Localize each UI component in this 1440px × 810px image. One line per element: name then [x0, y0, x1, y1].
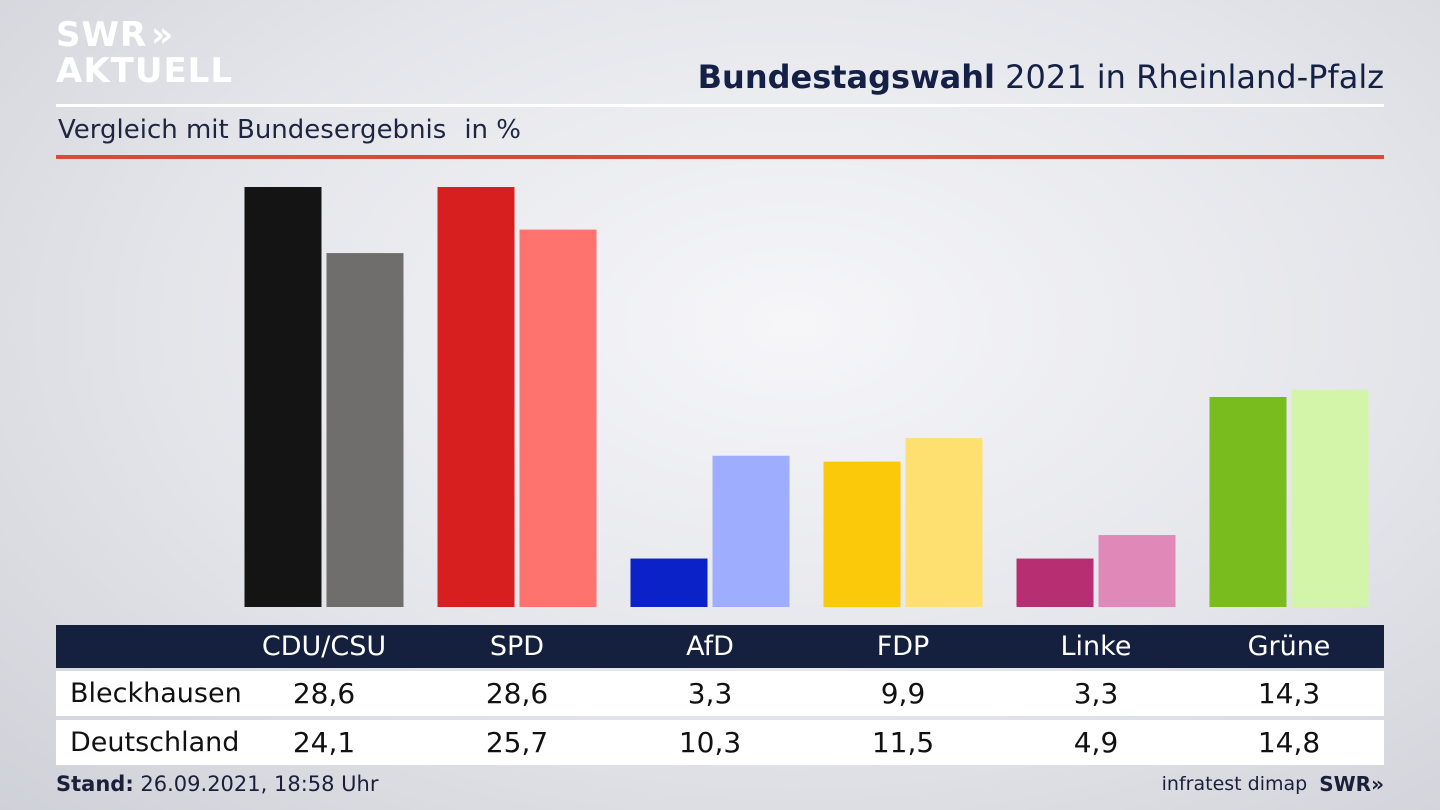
bar-fdp-bleckhausen [823, 461, 901, 607]
swr-aktuell-logo: SWR » AKTUELL [56, 18, 233, 88]
bar-gr-ne-deutschland [1291, 389, 1369, 607]
data-label: 10,3 [678, 726, 742, 759]
data-label: 28,6 [292, 677, 356, 710]
page-title: Bundestagswahl 2021 in Rheinland-Pfalz [698, 58, 1384, 96]
column-header-gr-ne: Grüne [1247, 631, 1331, 662]
chart-subtitle: Vergleich mit Bundesergebnis in % [58, 115, 521, 145]
column-header-spd: SPD [489, 631, 545, 662]
table-header: CDU/CSU SPD AfD FDP Linke Grüne [56, 625, 1384, 668]
data-label: 25,7 [485, 726, 549, 759]
data-label: 9,9 [880, 677, 926, 710]
bar-afd-deutschland [712, 455, 790, 607]
results-table: CDU/CSU SPD AfD FDP Linke Grüne Bleckhausen 28… [56, 625, 1384, 765]
row-label: Deutschland [70, 727, 240, 758]
title-bold: Bundestagswahl [697, 58, 995, 96]
data-label: 14,8 [1257, 726, 1321, 759]
subtitle-divider [56, 155, 1384, 159]
subtitle-text: Vergleich mit Bundesergebnis [58, 115, 447, 145]
bar-linke-bleckhausen [1016, 558, 1094, 607]
title-divider [56, 104, 1384, 107]
bar-afd-bleckhausen [630, 558, 708, 607]
column-header-linke: Linke [1060, 631, 1132, 662]
table-body: Bleckhausen 28,6 28,6 3,3 9,9 3,3 14,3 Deutschl… [56, 671, 1384, 765]
column-header-fdp: FDP [876, 631, 930, 662]
data-label: 3,3 [1073, 677, 1119, 710]
source-text: infratest dimap [1161, 773, 1308, 795]
timestamp: Stand: 26.09.2021, 18:58 Uhr [56, 772, 379, 796]
table-row: Deutschland 24,1 25,7 10,3 11,5 4,9 14,8 [56, 720, 1384, 765]
bar-linke-deutschland [1098, 535, 1176, 607]
column-header-cdu-csu: CDU/CSU [261, 631, 387, 662]
bar-fdp-deutschland [905, 438, 983, 607]
logo-aktuell-text: AKTUELL [56, 51, 234, 91]
unit-label: in % [464, 115, 521, 145]
bar-spd-deutschland [519, 229, 597, 608]
data-label: 28,6 [485, 677, 549, 710]
bar-cdu-csu-bleckhausen [244, 187, 322, 607]
stand-value: 26.09.2021, 18:58 Uhr [133, 772, 379, 796]
bar-cdu-csu-deutschland [326, 253, 404, 607]
logo-swr-text: SWR [56, 15, 148, 55]
data-label: 14,3 [1257, 677, 1321, 710]
bar-gr-ne-bleckhausen [1209, 397, 1287, 607]
source-credit: infratest dimap SWR» [1162, 772, 1384, 796]
logo-arrows-icon: » [151, 15, 175, 55]
bar-spd-bleckhausen [437, 187, 515, 607]
table-row: Bleckhausen 28,6 28,6 3,3 9,9 3,3 14,3 [56, 671, 1384, 716]
stand-label: Stand: [56, 772, 134, 796]
row-label: Bleckhausen [70, 678, 242, 709]
column-header-afd: AfD [686, 631, 734, 662]
title-rest: 2021 in Rheinland-Pfalz [995, 58, 1384, 96]
data-label: 4,9 [1073, 726, 1119, 759]
swr-footer-logo: SWR» [1319, 772, 1384, 796]
data-label: 3,3 [687, 677, 733, 710]
data-label: 11,5 [871, 726, 935, 759]
data-label: 24,1 [292, 726, 356, 759]
